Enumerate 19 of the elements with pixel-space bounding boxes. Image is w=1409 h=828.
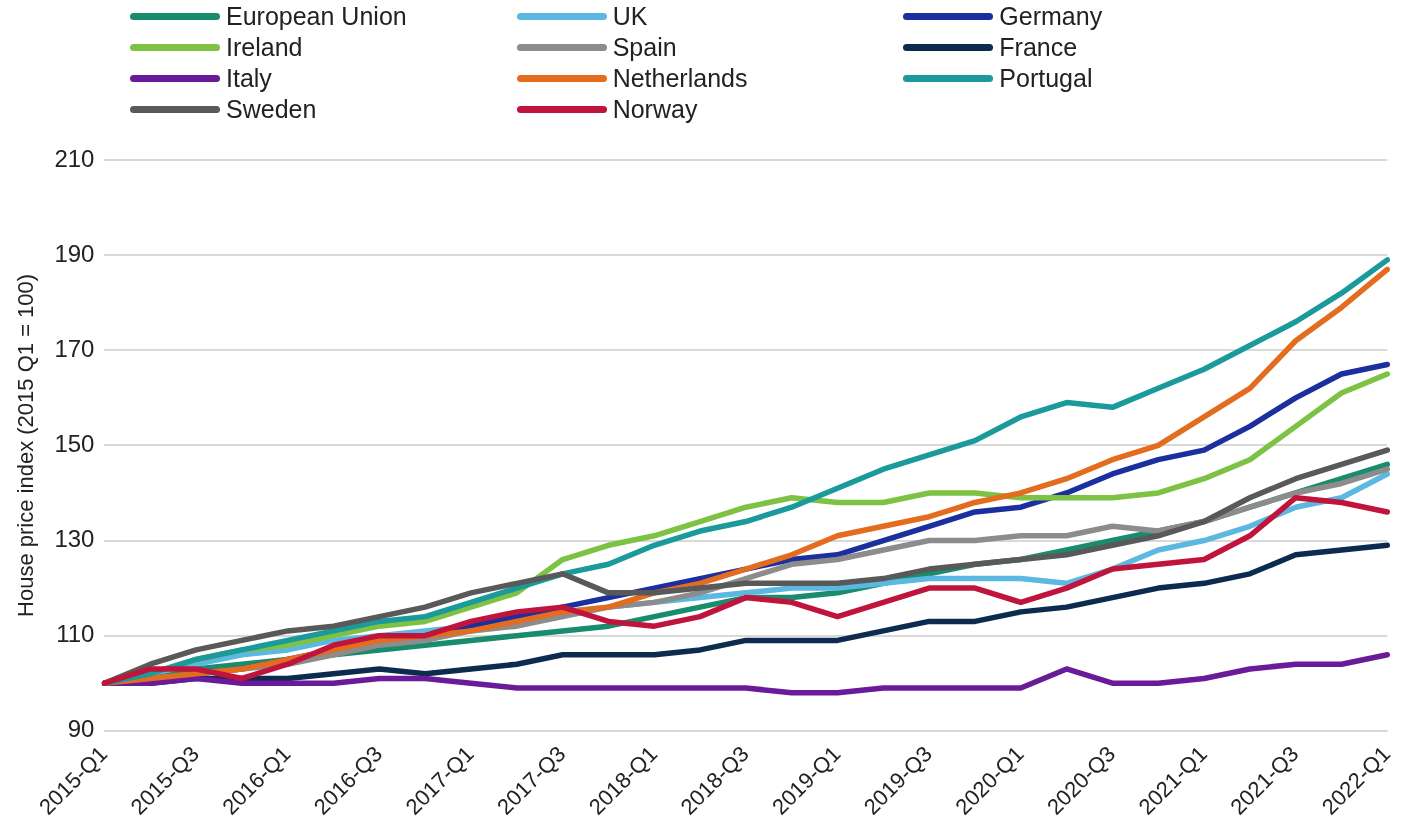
legend-label: Portugal [999,64,1093,93]
y-tick-label: 210 [54,144,95,172]
legend-label: Norway [612,95,698,124]
y-tick-label: 190 [54,239,95,267]
y-tick-label: 110 [56,620,95,648]
legend-label: Ireland [226,33,303,62]
legend-label: Spain [612,33,677,62]
y-tick-label: 150 [54,430,95,458]
legend-label: European Union [226,2,407,31]
legend-label: Italy [226,64,272,93]
legend-label: France [999,33,1078,62]
y-tick-label: 170 [54,334,95,362]
y-tick-label: 130 [54,525,95,553]
legend-label: Germany [999,2,1103,31]
y-tick-label: 90 [67,715,95,743]
legend-label: UK [612,2,648,31]
y-axis-title: House price index (2015 Q1 = 100) [13,273,39,617]
legend-label: Sweden [226,95,317,124]
legend-label: Netherlands [612,64,748,93]
